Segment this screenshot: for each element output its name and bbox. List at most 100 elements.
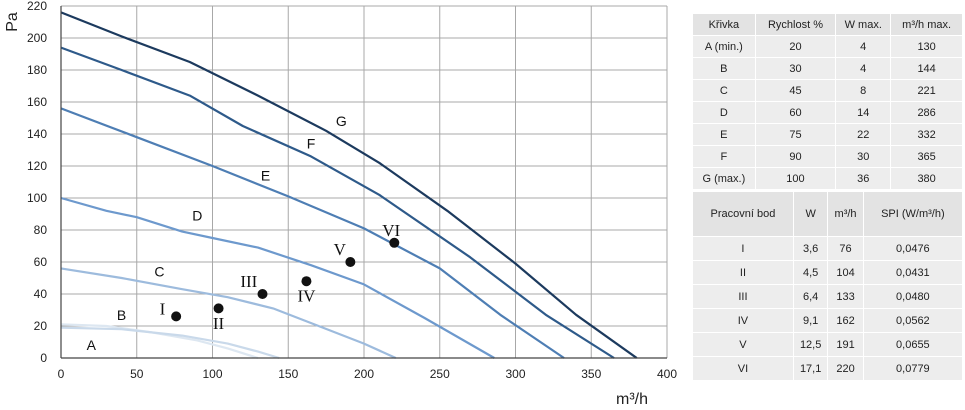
curve-table-header: Křivka Rychlost % W max. m³/h max. — [693, 14, 963, 36]
op-table-cell: III — [693, 284, 794, 309]
curve-table-cell: 30 — [835, 145, 892, 168]
curve-table-cell: 22 — [835, 123, 892, 146]
x-tick-label: 200 — [354, 367, 374, 381]
op-table-cell: 191 — [827, 332, 864, 357]
operating-point-label: III — [240, 272, 257, 291]
curve-table-cell: C — [693, 79, 756, 102]
curve-table-cell: 4 — [835, 57, 892, 80]
chart-curves — [60, 11, 638, 360]
curve-table: Křivka Rychlost % W max. m³/h max. A (min.)… — [693, 14, 963, 190]
curve-table-header-cell: Rychlost % — [755, 14, 837, 36]
fan-curve-chart: 0 20 40 60 80 100 120 140 160 180 200 220 0 50 100 150 2… — [4, 0, 677, 408]
curve-table-cell: B — [693, 57, 756, 80]
op-table-header-cell: m³/h — [827, 192, 864, 237]
x-tick-label: 400 — [657, 367, 677, 381]
curve-table-cell: 60 — [755, 101, 837, 124]
op-table-cell: 0,0779 — [863, 356, 964, 381]
op-table-cell: 4,5 — [793, 260, 829, 285]
curve-table-header-cell: Křivka — [693, 14, 756, 36]
y-tick-label: 120 — [27, 159, 47, 173]
curve-table-cell: A (min.) — [693, 35, 756, 58]
operating-point-label: I — [160, 299, 166, 318]
op-table-cell: 9,1 — [793, 308, 829, 333]
op-table-cell: 3,6 — [793, 236, 829, 261]
op-table-row: II 4,5 104 0,0431 — [693, 260, 964, 285]
op-table-cell: 0,0655 — [863, 332, 964, 357]
chart-labels: A B C D E F G — [87, 113, 347, 353]
operating-point-marker — [301, 276, 312, 287]
y-tick-label: 200 — [27, 31, 47, 45]
curve-table-cell: 90 — [755, 145, 837, 168]
curve-b — [60, 326, 280, 360]
operating-point-marker — [345, 257, 356, 267]
curve-label: C — [154, 264, 164, 280]
curve-label: D — [192, 208, 202, 224]
op-table-row: III 6,4 133 0,0480 — [693, 284, 964, 309]
operating-point-marker — [171, 311, 182, 322]
curve-e — [60, 107, 565, 359]
operating-point-marker — [389, 237, 400, 248]
curve-table-cell: 14 — [835, 101, 892, 124]
operating-point-marker — [257, 289, 268, 299]
curve-table-cell: 4 — [835, 35, 892, 58]
curve-table-row: D 60 14 286 — [693, 101, 963, 124]
y-tick-label: 160 — [27, 95, 47, 109]
curve-table-row: E 75 22 332 — [693, 123, 963, 146]
curve-label: E — [261, 168, 270, 184]
op-table-row: I 3,6 76 0,0476 — [693, 236, 964, 261]
curve-table-row: A (min.) 20 4 130 — [693, 35, 963, 58]
curve-table-cell: 332 — [890, 123, 963, 146]
operating-point-label: IV — [297, 287, 316, 306]
curve-table-cell: 20 — [755, 35, 837, 58]
op-table-cell: 220 — [827, 356, 864, 381]
curve-table-header-cell: m³/h max. — [890, 14, 963, 36]
curve-table-cell: 286 — [890, 101, 963, 124]
op-table-cell: 0,0431 — [863, 260, 964, 285]
x-tick-label: 0 — [58, 367, 65, 381]
curve-c — [60, 267, 397, 360]
x-axis-label: m³/h — [616, 391, 648, 408]
operating-point-marker — [213, 303, 224, 314]
curve-g — [60, 11, 638, 359]
op-table-cell: I — [693, 236, 794, 261]
curve-d — [60, 196, 495, 359]
curve-table-cell: 365 — [890, 145, 963, 168]
op-table-cell: VI — [693, 356, 794, 381]
y-tick-label: 20 — [34, 319, 48, 333]
chart-axes: 0 20 40 60 80 100 120 140 160 180 200 220 0 50 100 150 2… — [27, 0, 677, 381]
curve-table-cell: 45 — [755, 79, 837, 102]
curve-table-cell: 75 — [755, 123, 837, 146]
curve-label: G — [336, 113, 347, 129]
op-table-row: V 12,5 191 0,0655 — [693, 332, 964, 357]
curve-table-row: G (max.) 100 36 380 — [693, 167, 963, 190]
op-table-header-cell: SPI (W/m³/h) — [863, 192, 964, 237]
y-tick-label: 0 — [40, 351, 47, 365]
curve-label: B — [117, 307, 126, 323]
curve-table-row: B 30 4 144 — [693, 57, 963, 80]
curve-table-cell: 380 — [890, 167, 963, 190]
op-table-cell: 17,1 — [793, 356, 829, 381]
y-tick-label: 220 — [27, 0, 47, 13]
op-table-cell: II — [693, 260, 794, 285]
curve-table-cell: 221 — [890, 79, 963, 102]
op-table-cell: 133 — [827, 284, 864, 309]
curve-a — [60, 323, 259, 360]
op-table-cell: 6,4 — [793, 284, 829, 309]
curve-f — [60, 46, 615, 359]
y-tick-label: 40 — [34, 287, 48, 301]
operating-point-label: II — [213, 314, 225, 333]
curve-table-cell: F — [693, 145, 756, 168]
curve-table-cell: D — [693, 101, 756, 124]
curve-table-row: C 45 8 221 — [693, 79, 963, 102]
y-tick-label: 60 — [34, 255, 48, 269]
curve-table-cell: 144 — [890, 57, 963, 80]
y-tick-label: 80 — [34, 223, 48, 237]
curve-table-cell: 100 — [755, 167, 837, 190]
curve-label: F — [307, 136, 316, 152]
curve-table-header-cell: W max. — [835, 14, 892, 36]
x-tick-label: 350 — [581, 367, 601, 381]
operating-point-label: V — [334, 240, 347, 259]
